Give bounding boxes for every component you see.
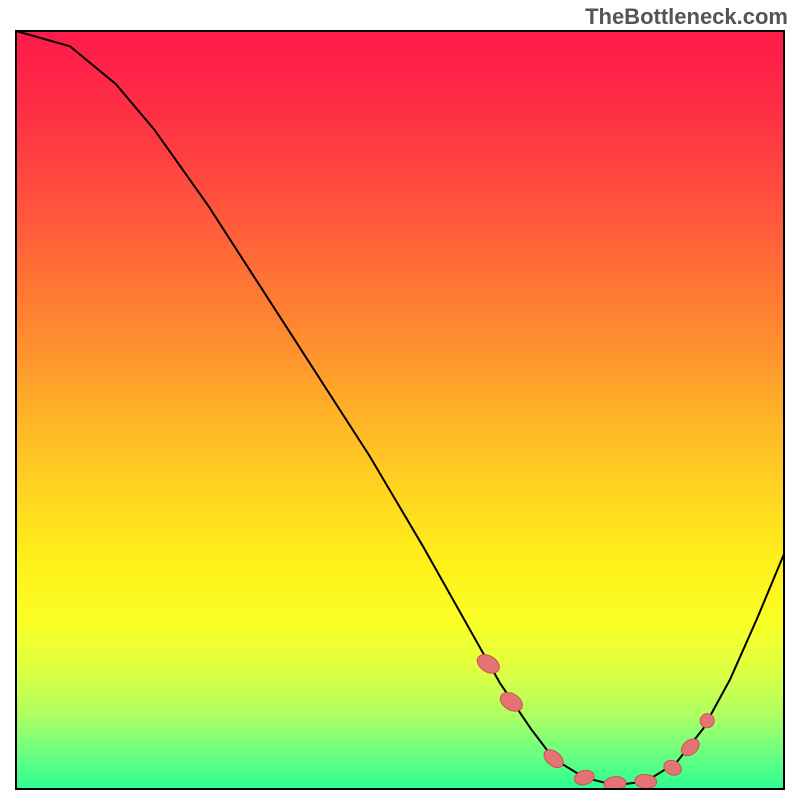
plot-area (15, 30, 785, 790)
watermark-text: TheBottleneck.com (585, 4, 788, 30)
bottleneck-chart: TheBottleneck.com (0, 0, 800, 800)
plot-svg (15, 30, 785, 790)
